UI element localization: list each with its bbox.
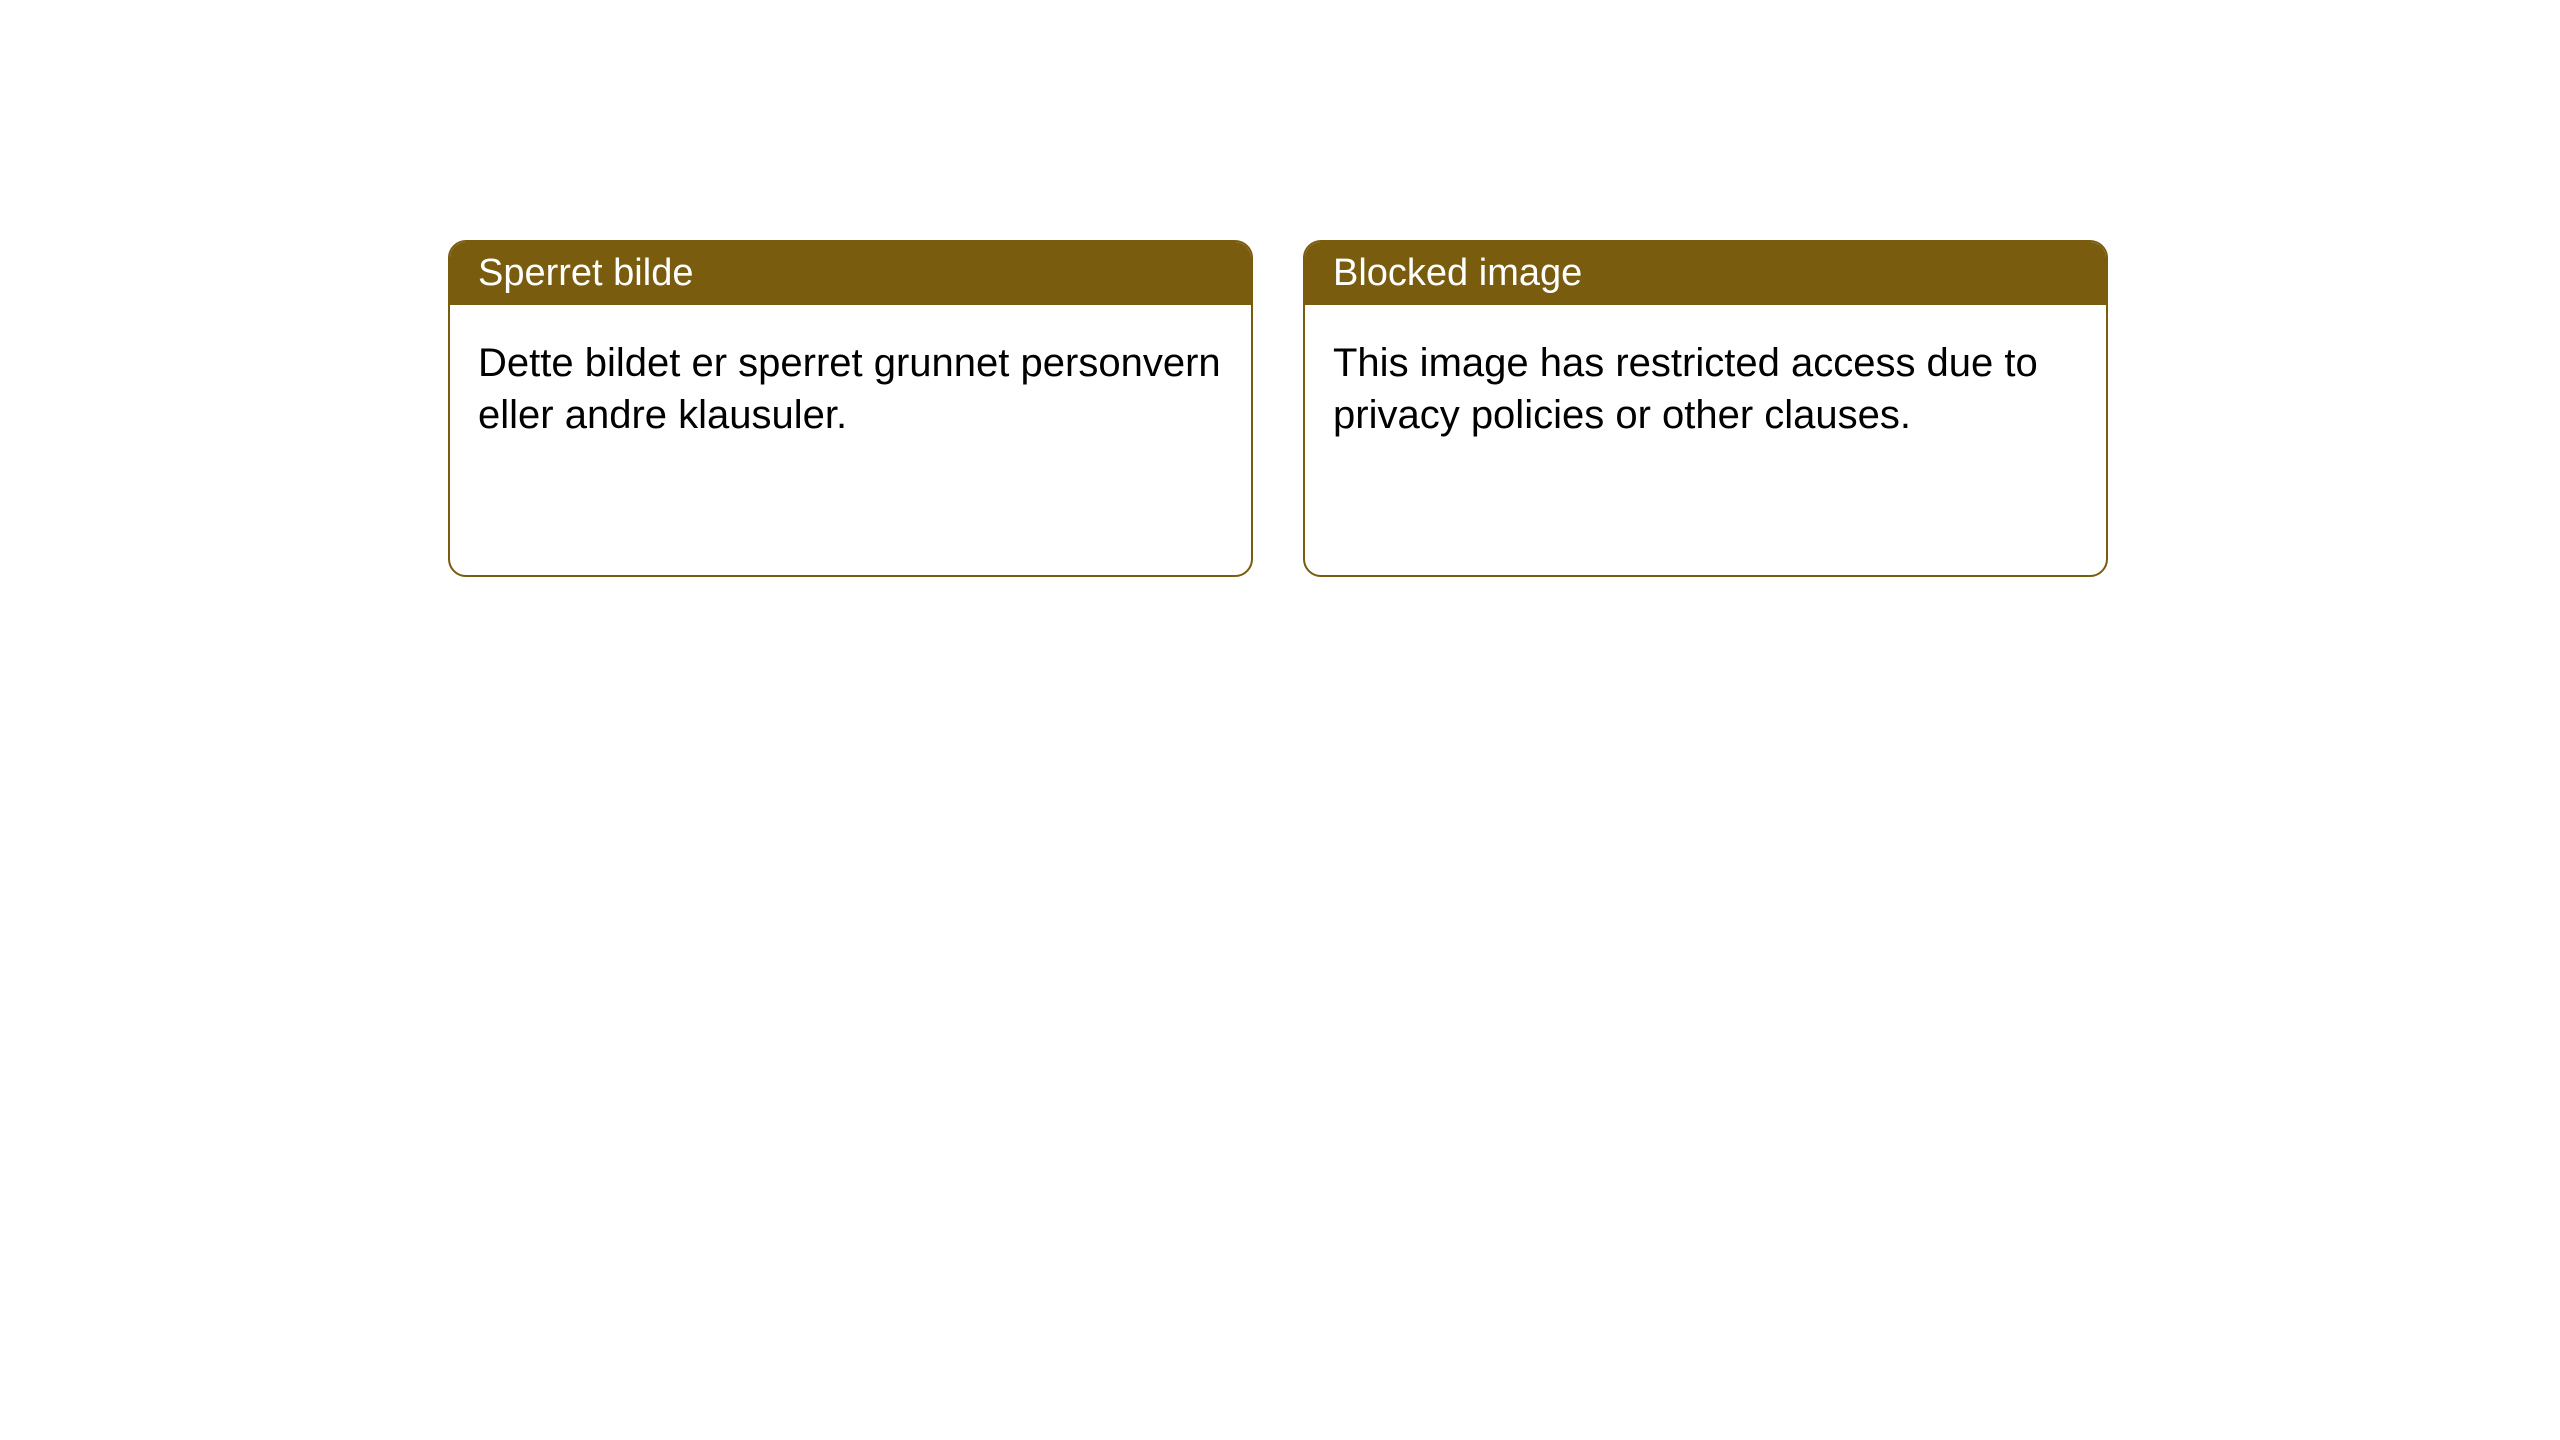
card-body: Dette bildet er sperret grunnet personve… [450, 305, 1251, 575]
card-header: Blocked image [1305, 242, 2106, 305]
card-header-text: Blocked image [1333, 252, 1582, 294]
card-header-text: Sperret bilde [478, 252, 693, 294]
card-body-text: Dette bildet er sperret grunnet personve… [478, 341, 1221, 437]
card-body: This image has restricted access due to … [1305, 305, 2106, 575]
card-header: Sperret bilde [450, 242, 1251, 305]
card-body-text: This image has restricted access due to … [1333, 341, 2038, 437]
notice-card-norwegian: Sperret bilde Dette bildet er sperret gr… [448, 240, 1253, 577]
notice-card-english: Blocked image This image has restricted … [1303, 240, 2108, 577]
notice-container: Sperret bilde Dette bildet er sperret gr… [448, 240, 2108, 577]
